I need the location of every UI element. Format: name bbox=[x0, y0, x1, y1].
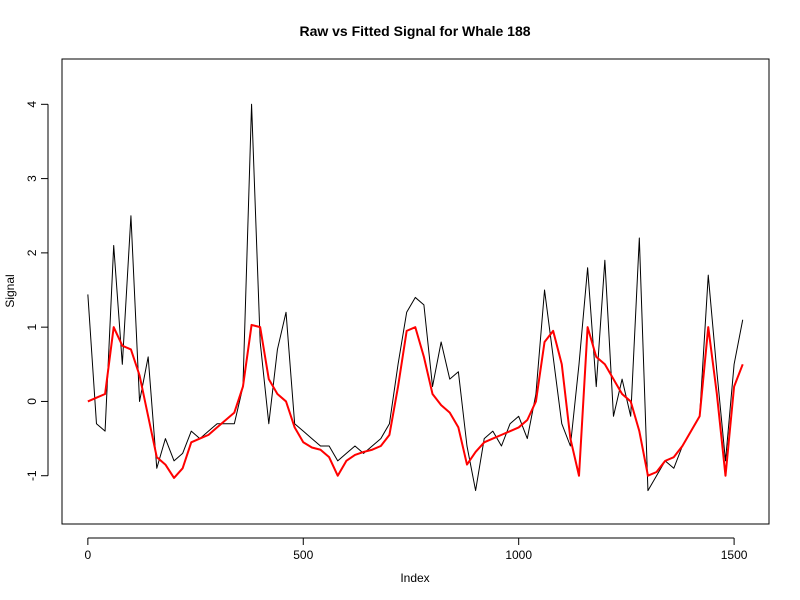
y-tick-label: 1 bbox=[25, 323, 39, 330]
series-line bbox=[87, 323, 744, 479]
chart-title: Raw vs Fitted Signal for Whale 188 bbox=[299, 23, 530, 39]
x-tick-label: 500 bbox=[293, 548, 313, 562]
y-tick-label: 4 bbox=[25, 101, 39, 108]
x-tick-label: 1500 bbox=[721, 548, 748, 562]
series-line bbox=[87, 103, 744, 492]
x-axis-label: Index bbox=[400, 571, 429, 585]
plot-frame bbox=[61, 58, 770, 525]
y-tick-label: 3 bbox=[25, 175, 39, 182]
y-tick-label: 2 bbox=[25, 249, 39, 256]
x-tick-label: 0 bbox=[85, 548, 92, 562]
x-tick-label: 1000 bbox=[505, 548, 532, 562]
y-tick-label: -1 bbox=[25, 470, 39, 481]
y-axis-label: Signal bbox=[3, 274, 17, 307]
y-tick-label: 0 bbox=[25, 398, 39, 405]
